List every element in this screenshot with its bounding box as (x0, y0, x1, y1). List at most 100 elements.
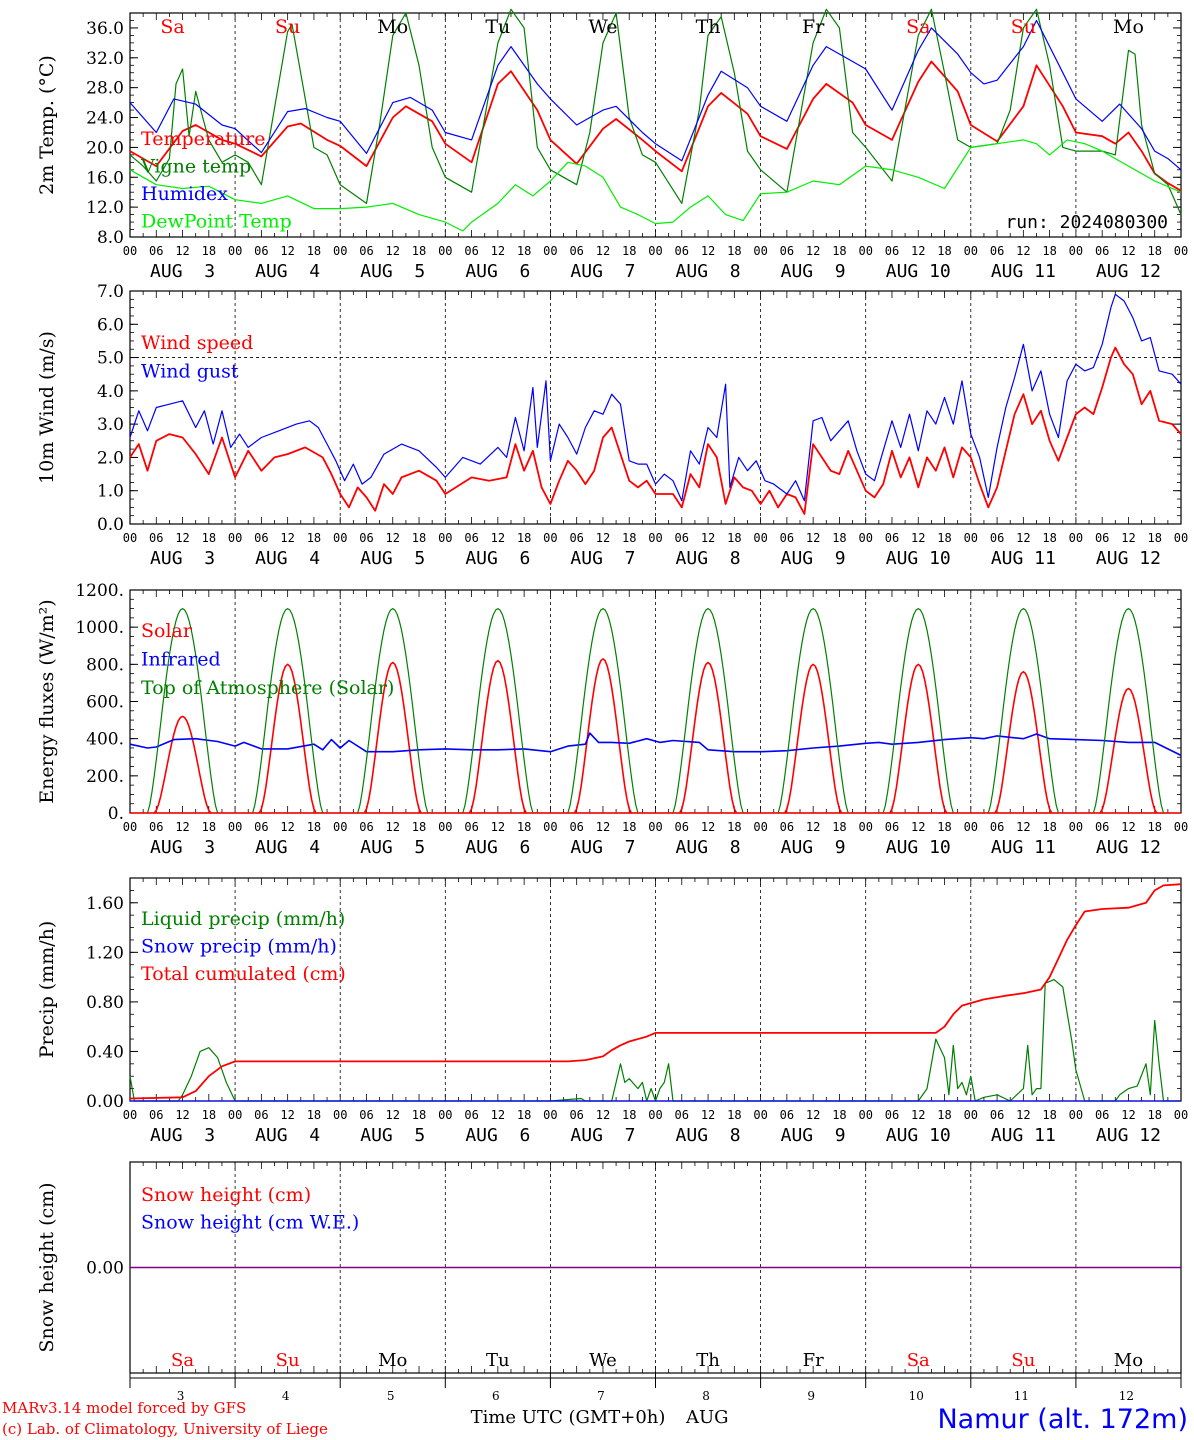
hour-tick-label: 06 (885, 244, 899, 258)
weekday-label: Mo (1114, 1350, 1143, 1371)
hour-tick-label: 18 (937, 1108, 951, 1122)
hour-tick-label: 00 (753, 531, 767, 545)
hour-tick-label: 06 (675, 244, 689, 258)
hour-tick-label: 18 (622, 531, 636, 545)
hour-tick-label: 12 (280, 244, 294, 258)
hour-tick-label: 18 (307, 531, 321, 545)
hour-tick-label: 06 (885, 820, 899, 834)
hour-tick-label: 12 (1121, 1108, 1135, 1122)
hour-tick-label: 06 (1095, 820, 1109, 834)
hour-tick-label: 06 (675, 1108, 689, 1122)
top-of-atmosphere-solar-line (252, 608, 324, 814)
y-tick-label: 3.0 (97, 415, 124, 435)
hour-tick-label: 06 (359, 1108, 373, 1122)
date-label: AUG 9 (781, 548, 846, 569)
hour-tick-label: 00 (1174, 531, 1188, 545)
solar-line (363, 661, 422, 814)
top-of-atmosphere-solar-line (987, 608, 1059, 814)
hour-tick-label: 06 (464, 531, 478, 545)
weekday-label: Su (1011, 1350, 1035, 1371)
hour-tick-label: 00 (1069, 531, 1083, 545)
date-label: AUG 12 (1096, 548, 1161, 569)
hour-tick-label: 00 (964, 1108, 978, 1122)
hour-tick-label: 00 (333, 531, 347, 545)
hour-tick-label: 12 (386, 1108, 400, 1122)
hour-tick-label: 00 (964, 244, 978, 258)
hour-tick-label: 00 (228, 1108, 242, 1122)
hour-tick-label: 00 (858, 531, 872, 545)
hour-tick-label: 18 (202, 531, 216, 545)
hour-tick-label: 18 (937, 820, 951, 834)
hour-tick-label: 18 (412, 531, 426, 545)
hour-tick-label: 12 (596, 820, 610, 834)
wind-speed-line (129, 346, 1182, 515)
hour-tick-label: 06 (254, 820, 268, 834)
hour-tick-label: 06 (990, 820, 1004, 834)
date-label: AUG 10 (886, 548, 951, 569)
hour-tick-label: 18 (622, 820, 636, 834)
hour-tick-label: 18 (202, 1108, 216, 1122)
hour-tick-label: 06 (990, 244, 1004, 258)
weekday-label: Su (1011, 16, 1036, 38)
date-label: AUG 3 (150, 261, 215, 282)
top-of-atmosphere-solar-line (1092, 608, 1165, 814)
weekday-label: Mo (378, 1350, 407, 1371)
credit-model: MARv3.14 model forced by GFS (2, 1399, 246, 1417)
hour-tick-label: 12 (701, 531, 715, 545)
y-tick-label: 5.0 (97, 349, 124, 369)
date-label: AUG 5 (360, 261, 425, 282)
date-label: AUG 8 (676, 1125, 741, 1146)
top-of-atmosphere-solar-line (357, 608, 429, 814)
dewpoint-temp-line (129, 139, 1182, 232)
weekday-label: Su (275, 16, 300, 38)
solar-line (889, 663, 948, 814)
y-tick-label: 0. (108, 804, 124, 824)
date-label: AUG 8 (676, 261, 741, 282)
day-number: 7 (597, 1389, 605, 1403)
hour-tick-label: 00 (438, 244, 452, 258)
hour-tick-label: 00 (333, 244, 347, 258)
date-label: AUG 6 (465, 837, 530, 858)
date-label: AUG 4 (255, 1125, 320, 1146)
hour-tick-label: 12 (491, 531, 505, 545)
hour-tick-label: 18 (202, 820, 216, 834)
solar-line (678, 661, 738, 814)
date-label: AUG 4 (255, 548, 320, 569)
hour-tick-label: 06 (675, 531, 689, 545)
hour-tick-label: 00 (228, 531, 242, 545)
hour-tick-label: 18 (727, 531, 741, 545)
legend-entry: Snow height (cm) (141, 1184, 311, 1206)
hour-tick-label: 12 (806, 531, 820, 545)
hour-tick-label: 18 (412, 820, 426, 834)
hour-tick-label: 18 (307, 244, 321, 258)
day-number: 8 (702, 1389, 710, 1403)
legend-entry: Snow height (cm W.E.) (141, 1212, 359, 1234)
hour-tick-label: 06 (254, 531, 268, 545)
top-of-atmosphere-solar-line (777, 608, 849, 814)
total-cumulated-cm-line (129, 883, 1182, 1100)
y-tick-label: 24.0 (86, 109, 124, 129)
hour-tick-label: 06 (464, 820, 478, 834)
hour-tick-label: 12 (175, 244, 189, 258)
legend-entry: Snow precip (mm/h) (141, 936, 337, 958)
hour-tick-label: 12 (386, 244, 400, 258)
precipitation-panel: 00 06 12 18 00 06 12 18 00 06 12 18 00 06 12 18 00 06 12 18… (36, 877, 1188, 1146)
hour-tick-label: 06 (254, 244, 268, 258)
day-number: 11 (1014, 1389, 1029, 1403)
hour-tick-label: 00 (648, 531, 662, 545)
hour-tick-label: 18 (832, 820, 846, 834)
y-axis-label: Snow height (cm) (36, 1182, 58, 1352)
hour-tick-label: 18 (832, 244, 846, 258)
chart-footer: Time UTC (GMT+0h) AUG MARv3.14 model for… (2, 1399, 1188, 1438)
day-number: 12 (1119, 1389, 1134, 1403)
hour-tick-label: 12 (1121, 820, 1135, 834)
solar-line (153, 715, 212, 814)
hour-tick-label: 06 (990, 531, 1004, 545)
date-label: AUG 8 (676, 548, 741, 569)
date-label: AUG 12 (1096, 1125, 1161, 1146)
y-tick-label: 4.0 (97, 382, 124, 402)
hour-tick-label: 06 (569, 531, 583, 545)
date-label: AUG 5 (360, 837, 425, 858)
hour-tick-label: 18 (622, 244, 636, 258)
hour-tick-label: 18 (202, 244, 216, 258)
